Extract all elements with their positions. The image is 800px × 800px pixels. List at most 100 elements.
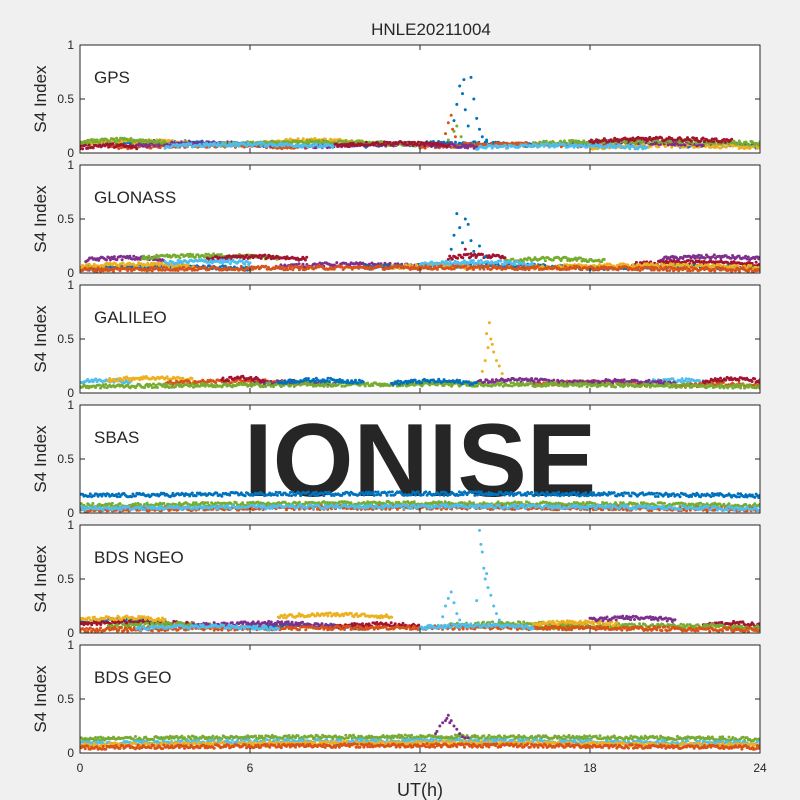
data-point — [542, 256, 546, 260]
data-point — [670, 145, 674, 149]
data-point — [749, 267, 753, 271]
data-point — [672, 259, 676, 263]
data-point — [660, 136, 663, 140]
data-point — [568, 139, 572, 143]
data-point — [616, 268, 620, 272]
data-point — [464, 144, 468, 147]
data-point — [148, 144, 152, 148]
data-point — [403, 141, 407, 144]
data-point — [618, 262, 622, 266]
data-point — [736, 267, 740, 271]
data-point — [291, 268, 295, 272]
data-point — [601, 141, 605, 145]
data-point — [175, 379, 179, 383]
data-point — [80, 266, 83, 269]
data-point — [553, 145, 556, 149]
data-point — [423, 144, 427, 148]
data-point — [701, 144, 705, 147]
data-point — [105, 258, 108, 262]
data-point — [737, 139, 741, 143]
data-point — [191, 253, 195, 257]
data-point — [559, 139, 562, 143]
event-point — [461, 92, 464, 96]
data-point — [695, 141, 698, 145]
data-point — [501, 378, 505, 382]
data-point — [595, 138, 598, 142]
data-point — [104, 268, 108, 272]
data-point — [225, 268, 229, 272]
data-point — [669, 262, 673, 266]
data-point — [600, 260, 604, 264]
data-point — [144, 264, 148, 268]
data-point — [310, 139, 314, 143]
event-point — [452, 233, 456, 237]
data-point — [504, 267, 508, 271]
data-point — [589, 138, 593, 142]
data-point — [428, 141, 432, 145]
data-point — [185, 144, 189, 148]
data-point — [734, 269, 737, 273]
data-point — [290, 265, 294, 269]
data-point — [138, 138, 142, 142]
data-point — [350, 267, 354, 271]
data-point — [697, 253, 701, 257]
data-point — [456, 256, 460, 260]
data-point — [225, 254, 229, 258]
event-point — [449, 113, 453, 117]
data-point — [340, 265, 344, 269]
data-point — [718, 254, 722, 258]
data-point — [344, 261, 348, 265]
data-point — [219, 258, 223, 262]
data-point — [595, 266, 599, 269]
data-point — [263, 253, 267, 257]
data-point — [702, 259, 706, 263]
data-point — [111, 142, 115, 146]
data-point — [532, 380, 536, 384]
data-point — [284, 137, 288, 141]
data-point — [408, 263, 412, 267]
data-point — [321, 262, 324, 265]
data-point — [446, 143, 450, 147]
data-point — [175, 142, 179, 146]
data-point — [186, 252, 190, 256]
data-point — [453, 259, 457, 263]
data-point — [214, 381, 218, 385]
data-point — [135, 147, 139, 151]
data-point — [703, 268, 706, 272]
data-point — [595, 143, 599, 147]
data-point — [699, 139, 702, 143]
data-point — [417, 265, 421, 269]
data-point — [664, 265, 668, 269]
data-point — [505, 141, 509, 145]
data-point — [219, 144, 223, 148]
data-point — [418, 144, 422, 147]
data-point — [245, 144, 249, 148]
data-point — [201, 145, 205, 149]
data-point — [119, 254, 123, 258]
data-point — [129, 137, 133, 140]
data-point — [264, 264, 268, 268]
data-point — [113, 140, 117, 144]
data-point — [424, 264, 428, 268]
data-point — [479, 258, 483, 262]
data-point — [684, 377, 688, 381]
data-point — [203, 255, 206, 259]
data-point — [142, 254, 146, 258]
data-point — [251, 267, 255, 271]
data-point — [461, 256, 465, 260]
data-point — [334, 142, 338, 146]
data-point — [229, 381, 233, 385]
data-point — [498, 141, 502, 145]
data-point — [237, 144, 241, 148]
data-point — [579, 263, 583, 267]
data-point — [489, 380, 493, 384]
data-point — [315, 142, 319, 146]
data-point — [717, 266, 721, 269]
event-point — [469, 252, 473, 256]
data-point — [108, 258, 112, 262]
data-point — [628, 147, 632, 151]
data-point — [86, 146, 90, 150]
data-point — [281, 265, 285, 269]
